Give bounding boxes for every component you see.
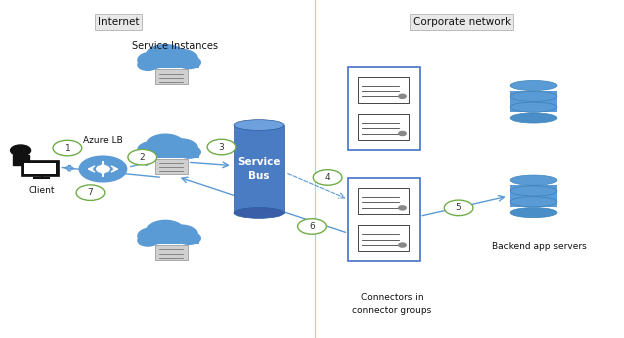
Circle shape [147, 220, 184, 241]
Ellipse shape [510, 186, 557, 196]
Circle shape [313, 170, 342, 185]
Text: Connectors in
connector groups: Connectors in connector groups [352, 293, 432, 315]
Text: Internet: Internet [98, 17, 139, 27]
Circle shape [76, 185, 105, 200]
Circle shape [138, 59, 158, 70]
Circle shape [11, 145, 31, 156]
Circle shape [207, 139, 236, 155]
Circle shape [138, 228, 168, 244]
Circle shape [399, 206, 406, 210]
Text: Backend app servers: Backend app servers [492, 242, 587, 251]
Text: Service Instances: Service Instances [132, 41, 218, 51]
Circle shape [138, 149, 158, 160]
FancyBboxPatch shape [510, 101, 557, 112]
Ellipse shape [510, 80, 557, 91]
Ellipse shape [510, 91, 557, 101]
FancyBboxPatch shape [155, 245, 188, 260]
Ellipse shape [510, 208, 557, 218]
Circle shape [138, 235, 158, 246]
Text: 1: 1 [64, 144, 71, 152]
Circle shape [165, 139, 197, 156]
FancyBboxPatch shape [24, 163, 56, 174]
Circle shape [147, 45, 184, 65]
FancyBboxPatch shape [510, 185, 557, 196]
Text: 3: 3 [218, 143, 225, 151]
Text: 6: 6 [309, 222, 315, 231]
FancyBboxPatch shape [143, 150, 199, 158]
Ellipse shape [510, 113, 557, 123]
Ellipse shape [510, 197, 557, 207]
Circle shape [444, 200, 473, 216]
Text: 4: 4 [324, 173, 331, 182]
Ellipse shape [510, 102, 557, 112]
Circle shape [178, 232, 200, 244]
Text: 2: 2 [139, 153, 145, 162]
Circle shape [147, 134, 184, 154]
FancyBboxPatch shape [358, 225, 409, 251]
Circle shape [178, 56, 200, 69]
Circle shape [165, 49, 197, 67]
Text: Client: Client [29, 186, 55, 195]
FancyBboxPatch shape [348, 67, 420, 150]
FancyBboxPatch shape [234, 125, 284, 213]
Ellipse shape [510, 175, 557, 185]
FancyBboxPatch shape [143, 237, 199, 244]
Text: Corporate network: Corporate network [412, 17, 511, 27]
Ellipse shape [234, 120, 284, 130]
Text: Azure LB: Azure LB [83, 136, 123, 145]
Polygon shape [13, 155, 29, 165]
Text: 5: 5 [456, 203, 462, 212]
FancyBboxPatch shape [510, 196, 557, 207]
FancyBboxPatch shape [155, 69, 188, 84]
Text: 7: 7 [87, 188, 94, 197]
Circle shape [399, 131, 406, 136]
FancyBboxPatch shape [510, 91, 557, 101]
Circle shape [97, 166, 109, 172]
Circle shape [399, 94, 406, 98]
FancyBboxPatch shape [143, 61, 199, 68]
Ellipse shape [234, 208, 284, 218]
Circle shape [79, 156, 127, 182]
FancyBboxPatch shape [348, 178, 420, 261]
FancyBboxPatch shape [358, 114, 409, 140]
FancyBboxPatch shape [358, 76, 409, 102]
Circle shape [128, 149, 157, 165]
FancyBboxPatch shape [155, 159, 188, 174]
Circle shape [138, 142, 168, 158]
Circle shape [298, 219, 326, 234]
Circle shape [165, 225, 197, 243]
Circle shape [399, 243, 406, 247]
Text: Service
Bus: Service Bus [237, 158, 281, 180]
FancyBboxPatch shape [358, 188, 409, 214]
Circle shape [178, 146, 200, 158]
Circle shape [138, 52, 168, 68]
Circle shape [53, 140, 82, 156]
FancyBboxPatch shape [21, 160, 59, 176]
